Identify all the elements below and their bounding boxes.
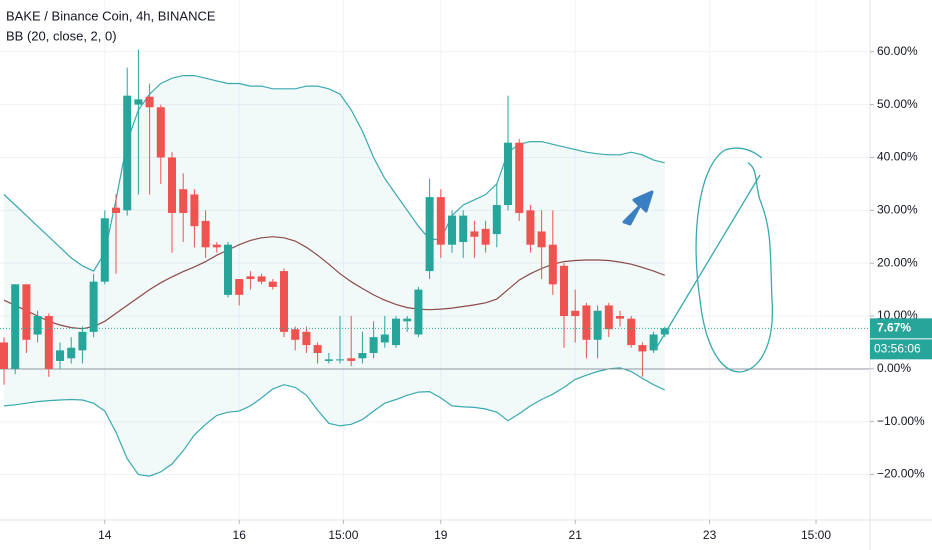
candle-body [526, 210, 535, 245]
candle-body [291, 329, 300, 340]
candle-body [0, 342, 8, 369]
band-lower [3, 367, 666, 477]
y-tick-label: −20.00% [877, 467, 925, 481]
y-tick-label: 20.00% [877, 255, 918, 269]
x-tick-label: 19 [434, 528, 448, 542]
y-tick-label: 30.00% [877, 202, 918, 216]
y-tick-label: −10.00% [877, 414, 925, 428]
candle-body [302, 331, 311, 346]
candle-body [425, 197, 434, 272]
candle-body [548, 244, 557, 285]
axes: 60.00%50.00%40.00%30.00%20.00%10.00%0.00… [0, 44, 932, 542]
chart-title: BAKE / Binance Coin, 4h, BINANCE [6, 8, 216, 23]
ellipse-drawing [724, 147, 763, 159]
y-tick-label: 50.00% [877, 97, 918, 111]
candle-body [436, 197, 445, 245]
candle-body [100, 218, 109, 282]
candle-body [11, 284, 20, 369]
candle-body [156, 107, 165, 158]
x-tick-label: 23 [703, 528, 717, 542]
candle-body [504, 142, 513, 206]
candle-body [224, 244, 233, 295]
last-price-label: 7.67% [877, 321, 911, 335]
candle-body [571, 310, 580, 317]
indicator-label: BB (20, close, 2, 0) [6, 28, 117, 43]
arrow-drawing [622, 190, 654, 226]
candle-body [369, 337, 378, 354]
candle-body [134, 99, 143, 105]
y-tick-label: 0.00% [877, 361, 911, 375]
candle-body [201, 220, 210, 248]
candle-body [313, 345, 322, 354]
countdown-box [870, 339, 932, 360]
candle-body [78, 331, 87, 351]
candle-body [616, 316, 625, 319]
candle-body [280, 271, 289, 332]
candle-body [235, 279, 244, 295]
candle-body [414, 289, 423, 335]
candle-body [515, 142, 524, 213]
candle-body [627, 318, 636, 346]
candle-body [593, 310, 602, 340]
candle-body [168, 157, 177, 213]
candle-body [246, 276, 255, 280]
candle-body [403, 318, 412, 322]
candle-body [336, 359, 345, 361]
candle-body [660, 328, 669, 335]
candle-body [392, 318, 401, 346]
candle-body [347, 358, 356, 361]
candle-body [492, 205, 501, 235]
candle-body [257, 276, 266, 282]
candle-body [190, 194, 199, 227]
candle-body [448, 215, 457, 245]
candle-body [55, 350, 64, 361]
candle-body [470, 231, 479, 237]
candle-body [481, 228, 490, 245]
x-tick-label: 21 [569, 528, 583, 542]
candle-body [604, 305, 613, 330]
candle-body [212, 244, 221, 248]
candle-body [649, 334, 658, 351]
candle-body [89, 281, 98, 332]
x-tick-label: 15:00 [328, 528, 358, 542]
candle-body [112, 207, 121, 213]
candles [0, 49, 669, 385]
candle-body [537, 231, 546, 248]
candle-body [145, 96, 154, 108]
y-tick-label: 60.00% [877, 44, 918, 58]
last-price-box [870, 318, 932, 339]
candle-body [123, 95, 132, 211]
candle-body [638, 345, 647, 352]
candle-body [560, 265, 569, 317]
drawings [622, 147, 774, 373]
candle-body [44, 316, 53, 369]
trend-line-drawing [654, 174, 761, 351]
candle-body [358, 353, 367, 359]
candle-body [179, 189, 188, 213]
x-tick-label: 14 [98, 528, 112, 542]
x-tick-label: 15:00 [801, 528, 831, 542]
candle-body [459, 215, 468, 243]
candle-body [582, 305, 591, 340]
y-tick-label: 40.00% [877, 150, 918, 164]
candle-body [67, 347, 76, 359]
countdown-label: 03:56:06 [874, 342, 921, 356]
candle-body [324, 359, 333, 361]
ellipse-drawing [695, 149, 774, 373]
x-tick-label: 16 [233, 528, 247, 542]
candle-body [22, 284, 31, 340]
candle-body [33, 316, 42, 335]
candle-body [268, 281, 277, 287]
candle-body [380, 334, 389, 343]
